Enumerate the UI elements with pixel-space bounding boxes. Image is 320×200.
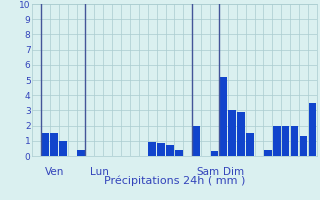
Bar	[291, 126, 298, 156]
Bar	[148, 142, 156, 156]
Bar	[282, 126, 289, 156]
Bar	[166, 145, 174, 156]
Bar	[60, 141, 67, 156]
Bar	[220, 77, 227, 156]
Bar	[228, 110, 236, 156]
Bar	[193, 126, 200, 156]
Bar	[42, 133, 49, 156]
Bar	[246, 133, 254, 156]
Bar	[273, 126, 281, 156]
Text: Dim: Dim	[223, 167, 244, 177]
Text: Sam: Sam	[197, 167, 220, 177]
Bar	[77, 150, 85, 156]
Bar	[51, 133, 58, 156]
Bar	[308, 103, 316, 156]
Bar	[237, 112, 245, 156]
Bar	[300, 136, 307, 156]
Bar	[211, 151, 218, 156]
Text: Ven: Ven	[45, 167, 65, 177]
Bar	[175, 150, 183, 156]
Bar	[157, 143, 165, 156]
Text: Précipitations 24h ( mm ): Précipitations 24h ( mm )	[104, 176, 245, 186]
Bar	[264, 150, 272, 156]
Text: Lun: Lun	[90, 167, 109, 177]
